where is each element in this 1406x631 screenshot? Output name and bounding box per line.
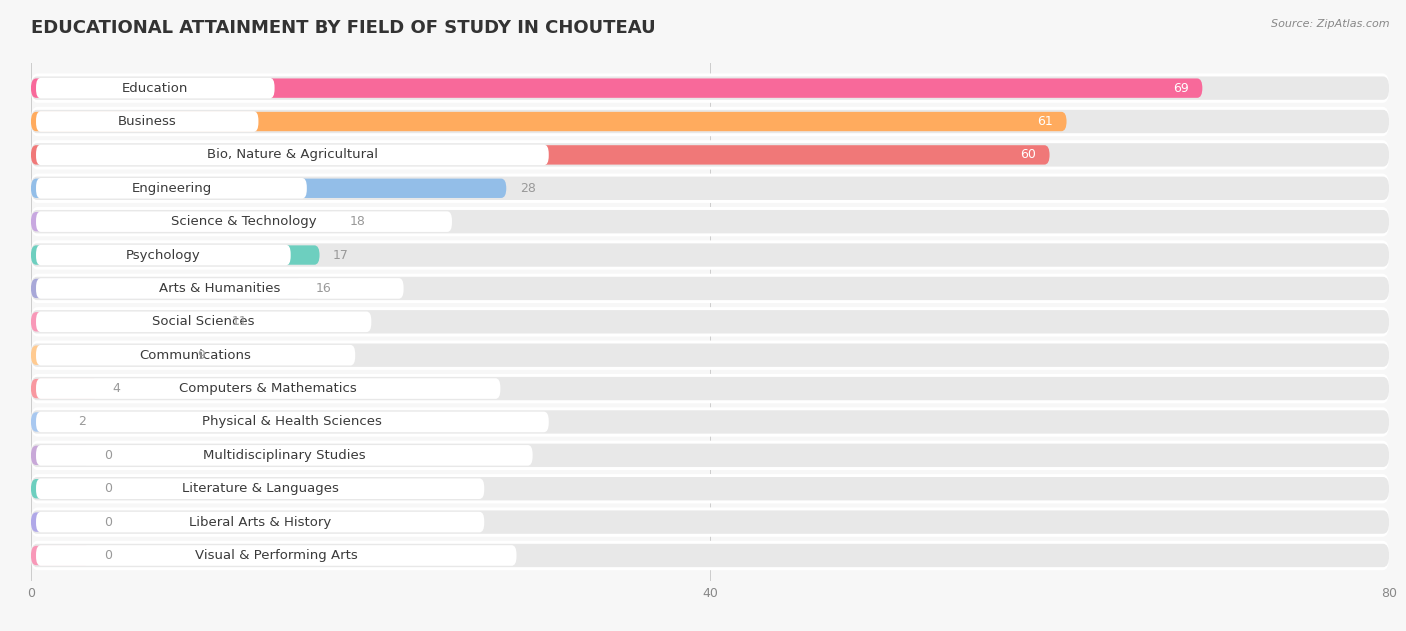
Text: Business: Business — [118, 115, 177, 128]
FancyBboxPatch shape — [31, 140, 1389, 170]
Text: Visual & Performing Arts: Visual & Performing Arts — [195, 549, 357, 562]
Text: Literature & Languages: Literature & Languages — [181, 482, 339, 495]
FancyBboxPatch shape — [31, 277, 1389, 300]
FancyBboxPatch shape — [31, 445, 90, 465]
Text: Engineering: Engineering — [131, 182, 211, 195]
FancyBboxPatch shape — [31, 78, 1202, 98]
FancyBboxPatch shape — [31, 179, 506, 198]
Text: Physical & Health Sciences: Physical & Health Sciences — [202, 415, 382, 428]
FancyBboxPatch shape — [31, 541, 1389, 570]
FancyBboxPatch shape — [37, 245, 291, 265]
FancyBboxPatch shape — [37, 411, 548, 432]
FancyBboxPatch shape — [31, 212, 336, 232]
FancyBboxPatch shape — [31, 145, 1049, 165]
FancyBboxPatch shape — [31, 107, 1389, 136]
FancyBboxPatch shape — [31, 544, 1389, 567]
FancyBboxPatch shape — [31, 244, 1389, 267]
FancyBboxPatch shape — [37, 379, 501, 399]
FancyBboxPatch shape — [31, 207, 1389, 237]
FancyBboxPatch shape — [31, 477, 1389, 500]
FancyBboxPatch shape — [31, 210, 1389, 233]
FancyBboxPatch shape — [31, 474, 1389, 504]
Text: 28: 28 — [520, 182, 536, 195]
Text: 4: 4 — [112, 382, 121, 395]
Text: 0: 0 — [104, 549, 112, 562]
Text: 60: 60 — [1021, 148, 1036, 162]
FancyBboxPatch shape — [31, 407, 1389, 437]
Text: 18: 18 — [350, 215, 366, 228]
FancyBboxPatch shape — [37, 78, 274, 98]
FancyBboxPatch shape — [37, 445, 533, 466]
FancyBboxPatch shape — [31, 507, 1389, 537]
Text: Social Sciences: Social Sciences — [152, 316, 254, 328]
FancyBboxPatch shape — [31, 479, 90, 498]
FancyBboxPatch shape — [31, 110, 1389, 133]
Text: 69: 69 — [1173, 81, 1189, 95]
FancyBboxPatch shape — [31, 240, 1389, 269]
FancyBboxPatch shape — [31, 412, 65, 432]
FancyBboxPatch shape — [31, 341, 1389, 370]
FancyBboxPatch shape — [37, 278, 404, 298]
FancyBboxPatch shape — [31, 444, 1389, 467]
Text: 11: 11 — [231, 316, 247, 328]
FancyBboxPatch shape — [31, 346, 184, 365]
FancyBboxPatch shape — [37, 111, 259, 132]
FancyBboxPatch shape — [31, 307, 1389, 336]
Text: Bio, Nature & Agricultural: Bio, Nature & Agricultural — [207, 148, 378, 162]
Text: Computers & Mathematics: Computers & Mathematics — [180, 382, 357, 395]
FancyBboxPatch shape — [31, 73, 1389, 103]
FancyBboxPatch shape — [31, 177, 1389, 200]
Text: EDUCATIONAL ATTAINMENT BY FIELD OF STUDY IN CHOUTEAU: EDUCATIONAL ATTAINMENT BY FIELD OF STUDY… — [31, 19, 655, 37]
FancyBboxPatch shape — [31, 410, 1389, 433]
Text: Multidisciplinary Studies: Multidisciplinary Studies — [202, 449, 366, 462]
FancyBboxPatch shape — [31, 76, 1389, 100]
FancyBboxPatch shape — [37, 312, 371, 332]
FancyBboxPatch shape — [37, 211, 451, 232]
FancyBboxPatch shape — [31, 440, 1389, 470]
FancyBboxPatch shape — [37, 178, 307, 199]
FancyBboxPatch shape — [31, 174, 1389, 203]
FancyBboxPatch shape — [31, 274, 1389, 303]
Text: Science & Technology: Science & Technology — [172, 215, 316, 228]
Text: Liberal Arts & History: Liberal Arts & History — [188, 516, 332, 529]
Text: 16: 16 — [316, 282, 332, 295]
Text: Psychology: Psychology — [127, 249, 201, 261]
FancyBboxPatch shape — [31, 112, 1067, 131]
FancyBboxPatch shape — [37, 144, 548, 165]
Text: 9: 9 — [197, 349, 205, 362]
FancyBboxPatch shape — [31, 546, 90, 565]
FancyBboxPatch shape — [37, 345, 356, 365]
Text: 17: 17 — [333, 249, 349, 261]
FancyBboxPatch shape — [31, 143, 1389, 167]
FancyBboxPatch shape — [37, 545, 516, 566]
FancyBboxPatch shape — [31, 510, 1389, 534]
FancyBboxPatch shape — [31, 379, 98, 398]
Text: Arts & Humanities: Arts & Humanities — [159, 282, 280, 295]
FancyBboxPatch shape — [31, 245, 319, 265]
FancyBboxPatch shape — [37, 478, 484, 499]
FancyBboxPatch shape — [31, 377, 1389, 400]
FancyBboxPatch shape — [31, 310, 1389, 334]
Text: 61: 61 — [1038, 115, 1053, 128]
FancyBboxPatch shape — [31, 312, 218, 331]
Text: 0: 0 — [104, 516, 112, 529]
Text: 0: 0 — [104, 449, 112, 462]
FancyBboxPatch shape — [31, 343, 1389, 367]
FancyBboxPatch shape — [37, 512, 484, 533]
FancyBboxPatch shape — [31, 279, 302, 298]
Text: 2: 2 — [79, 415, 86, 428]
FancyBboxPatch shape — [31, 512, 90, 532]
FancyBboxPatch shape — [31, 374, 1389, 403]
Text: Communications: Communications — [139, 349, 252, 362]
Text: Education: Education — [122, 81, 188, 95]
Text: 0: 0 — [104, 482, 112, 495]
Text: Source: ZipAtlas.com: Source: ZipAtlas.com — [1271, 19, 1389, 29]
